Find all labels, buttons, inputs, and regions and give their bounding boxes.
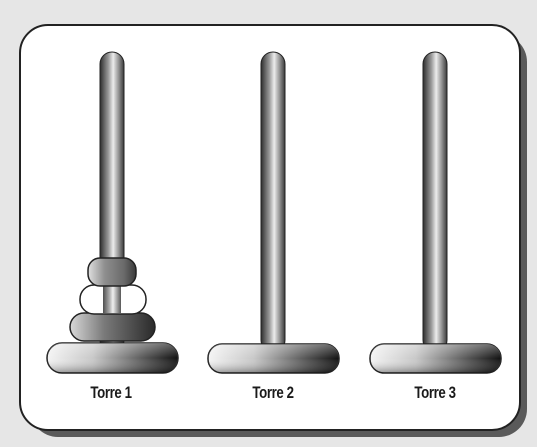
disk-small <box>87 257 137 287</box>
rod-2 <box>260 51 286 353</box>
tower-3-label: Torre 3 <box>414 383 456 402</box>
rod-3 <box>422 51 448 353</box>
tower-2 <box>207 51 340 374</box>
tower-1 <box>46 51 179 374</box>
tower-1-label: Torre 1 <box>90 383 132 402</box>
base-1-shade <box>47 343 178 373</box>
tower-2-label: Torre 2 <box>252 383 294 402</box>
tower-3 <box>369 51 502 374</box>
base-2-shade <box>208 344 339 373</box>
disk-large <box>69 312 156 342</box>
base-3-shade <box>370 344 501 373</box>
rod-1-through-disk <box>103 286 121 313</box>
